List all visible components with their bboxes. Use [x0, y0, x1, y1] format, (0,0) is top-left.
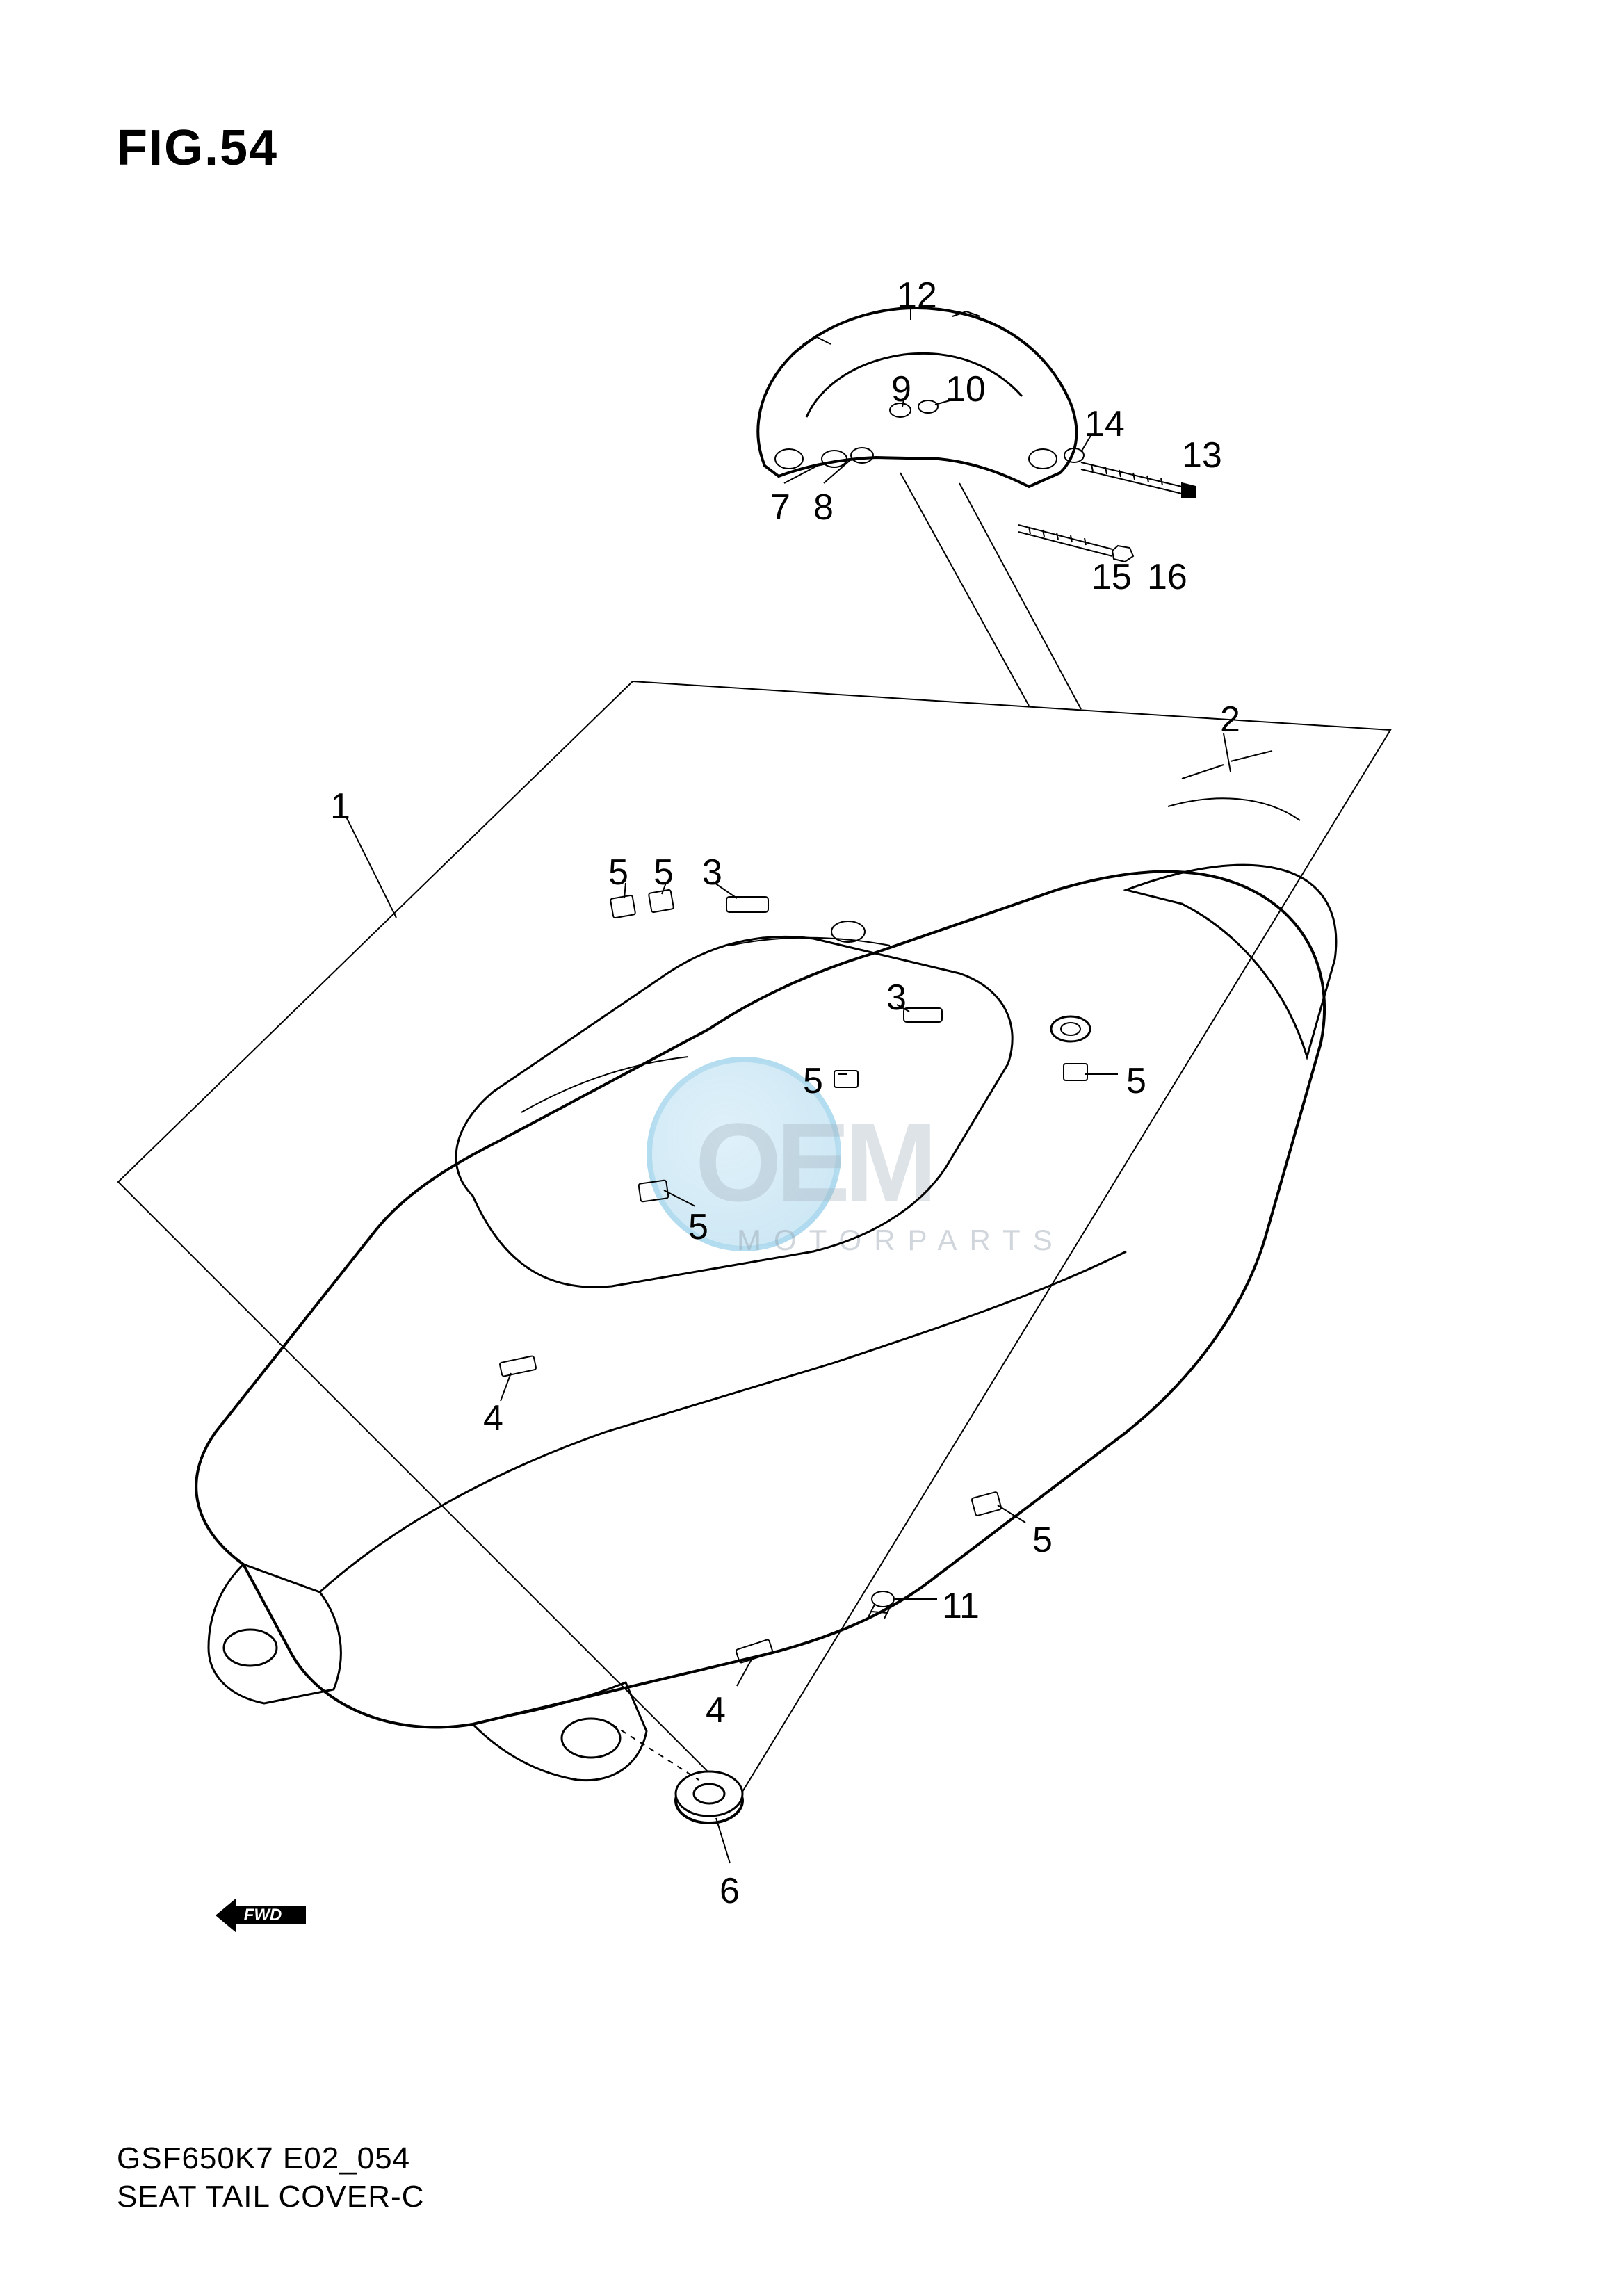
callout-ref-5: 5	[653, 852, 674, 893]
callout-ref-2: 2	[1220, 699, 1240, 740]
callout-ref-9: 9	[891, 368, 911, 410]
callout-ref-15: 15	[1091, 556, 1132, 598]
callout-ref-1: 1	[330, 786, 350, 827]
callout-ref-11: 11	[942, 1585, 980, 1627]
parts-diagram	[0, 0, 1624, 2295]
callout-ref-3: 3	[886, 977, 907, 1019]
callout-ref-14: 14	[1085, 403, 1125, 445]
callout-ref-13: 13	[1182, 435, 1222, 476]
callout-ref-6: 6	[720, 1870, 740, 1912]
callout-ref-8: 8	[813, 487, 834, 528]
callout-ref-12: 12	[897, 275, 937, 316]
callout-ref-10: 10	[945, 368, 986, 410]
fwd-direction-badge: FWD	[209, 1891, 313, 1940]
footer-part-name: SEAT TAIL COVER-C	[117, 2180, 424, 2214]
callout-ref-4: 4	[483, 1397, 503, 1439]
callout-ref-5: 5	[803, 1060, 823, 1102]
callout-ref-5: 5	[1032, 1519, 1053, 1561]
svg-text:FWD: FWD	[244, 1906, 282, 1924]
footer-model-code: GSF650K7 E02_054	[117, 2141, 410, 2176]
callout-ref-4: 4	[706, 1689, 726, 1731]
figure-title: FIG.54	[117, 120, 278, 177]
callout-ref-16: 16	[1147, 556, 1187, 598]
callout-ref-5: 5	[688, 1206, 708, 1248]
callout-ref-5: 5	[1126, 1060, 1146, 1102]
callout-ref-5: 5	[608, 852, 628, 893]
callout-ref-3: 3	[702, 852, 722, 893]
callout-ref-7: 7	[770, 487, 790, 528]
